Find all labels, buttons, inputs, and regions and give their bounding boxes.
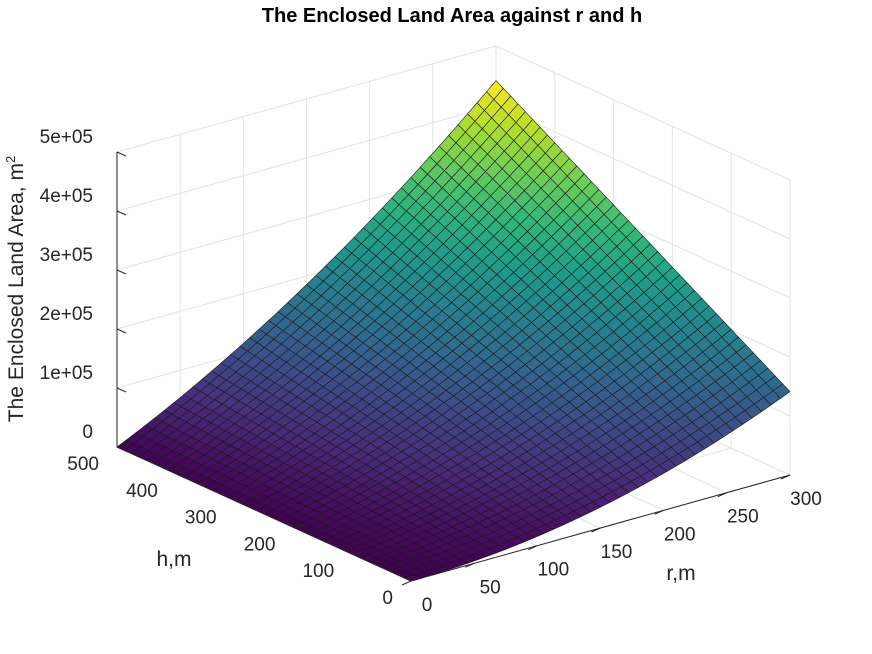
surface-layer (116, 80, 791, 582)
y-axis-label: h,m (156, 548, 191, 571)
y-tick-mark (234, 497, 246, 502)
wall-grid-line-z (116, 45, 497, 153)
x-tick-label: 100 (537, 560, 569, 581)
z-tick-mark (116, 210, 127, 216)
x-tick-label: 50 (480, 577, 501, 598)
z-axis-label-superscript: 2 (3, 156, 18, 163)
axis-layer (116, 151, 791, 586)
y-tick-label: 0 (382, 588, 393, 609)
y-tick-mark (116, 443, 129, 448)
x-tick-mark (401, 580, 412, 586)
y-tick-mark (410, 577, 423, 582)
x-tick-label: 250 (727, 507, 759, 528)
z-axis-label: The Enclosed Land Area, m2 (3, 156, 28, 422)
z-tick-label: 0 (82, 422, 93, 443)
z-tick-label: 2e+05 (40, 304, 93, 325)
z-tick-label: 3e+05 (40, 245, 93, 266)
tick-labels: 0 50 100 150 200 250 300 0 100 200 300 400 500 0 1e+05… (40, 127, 822, 616)
y-tick-label: 300 (185, 508, 217, 529)
x-tick-label: 200 (664, 524, 696, 545)
y-tick-label: 200 (244, 534, 276, 555)
x-tick-mark (780, 474, 791, 480)
z-tick-mark (116, 387, 127, 393)
x-tick-label: 300 (790, 489, 822, 510)
z-tick-mark (116, 328, 127, 334)
x-tick-mark (464, 562, 475, 568)
y-axis-line (116, 446, 412, 582)
y-tick-mark (293, 523, 305, 528)
z-tick-label: 5e+05 (40, 127, 93, 148)
y-tick-label: 100 (302, 561, 334, 582)
x-tick-mark (528, 545, 538, 551)
y-tick-label: 500 (67, 454, 99, 475)
x-tick-label: 0 (422, 595, 433, 616)
x-axis-label: r,m (666, 562, 695, 585)
wall-grid-line-z2 (495, 104, 791, 240)
x-tick-mark (591, 527, 601, 533)
x-tick-mark (654, 509, 664, 515)
x-tick-label: 150 (601, 542, 633, 563)
z-axis-label-text: The Enclosed Land Area, m (5, 163, 28, 422)
z-tick-label: 4e+05 (40, 186, 93, 207)
y-tick-mark (175, 470, 187, 475)
y-tick-mark (352, 550, 364, 555)
wall-grid-line-z (116, 104, 497, 212)
wall-grid-line-z2 (495, 45, 791, 181)
y-tick-label: 400 (126, 481, 158, 502)
z-tick-mark (116, 269, 127, 275)
z-tick-mark (116, 446, 127, 452)
z-tick-mark (116, 151, 127, 157)
z-tick-label: 1e+05 (40, 363, 93, 384)
x-tick-mark (717, 492, 728, 498)
chart-title: The Enclosed Land Area against r and h (262, 5, 642, 27)
